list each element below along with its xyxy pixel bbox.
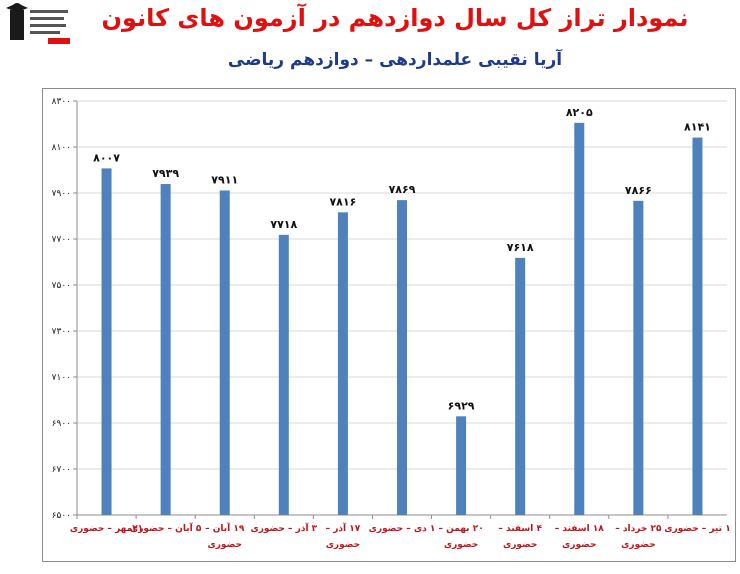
data-label: ۷۸۶۶: [625, 184, 652, 197]
x-tick-label: ۱۷ آذر –: [326, 522, 361, 534]
y-tick-label: ۷۵۰۰: [52, 281, 71, 291]
y-tick-label: ۸۳۰۰: [52, 97, 71, 107]
x-tick-label: ۱ دی – حضوری: [369, 524, 436, 534]
x-tick-label: ۱۹ آبان –: [205, 522, 245, 534]
data-label: ۷۹۳۹: [152, 167, 179, 180]
chart-frame: ۶۵۰۰ ۶۷۰۰ ۶۹۰۰ ۷۱۰۰ ۷۳۰۰ ۷۵۰۰ ۷۷۰۰ ۷۹۰۰ ۸۱۰۰ ۸۳۰۰…: [42, 88, 736, 562]
x-tick-label: ۱۸ اسفند –: [555, 524, 605, 534]
bar: [633, 200, 644, 515]
x-tick-label: حضوری: [208, 540, 242, 550]
bar: [101, 168, 112, 515]
data-label: ۸۲۰۵: [566, 106, 593, 119]
x-tick-label: ۵ آبان – حضوری: [130, 522, 202, 534]
chart-subtitle: آریا نقیبی علمداردهی – دوازدهم ریاضی: [227, 50, 563, 70]
y-tick-label: ۷۹۰۰: [52, 189, 71, 199]
x-tick-label: حضوری: [621, 540, 655, 550]
y-tick-label: ۷۳۰۰: [52, 327, 71, 337]
bar: [456, 416, 467, 515]
bar: [278, 234, 289, 516]
data-label: ۸۱۴۱: [684, 121, 711, 134]
chart-title: نمودار تراز کل سال دوازدهم در آزمون های …: [101, 4, 689, 32]
bar: [574, 122, 585, 515]
data-label: ۷۸۱۶: [329, 195, 356, 208]
data-label: ۷۷۱۸: [270, 218, 297, 231]
bar: [692, 137, 703, 515]
x-tick-label: ۱ تیر – حضوری: [664, 524, 730, 534]
data-label: ۸۰۰۷: [93, 151, 120, 164]
bar: [160, 184, 171, 515]
x-tick-label: حضوری: [326, 540, 360, 550]
data-label: ۷۸۶۹: [389, 183, 416, 196]
bar: [515, 257, 526, 515]
bar: [397, 200, 407, 515]
y-tick-label: ۷۱۰۰: [52, 373, 71, 383]
y-tick-label: ۶۹۰۰: [52, 419, 71, 429]
y-tick-label: ۶۵۰۰: [52, 511, 71, 521]
x-tick-label: حضوری: [503, 540, 537, 550]
y-tick-label: ۸۱۰۰: [52, 143, 71, 153]
x-tick-label: حضوری: [562, 540, 596, 550]
x-tick-label: ۳ آذر – حضوری: [250, 522, 317, 534]
y-tick-label: ۷۷۰۰: [52, 235, 71, 245]
x-tick-label: ۲۱مهر – حضوری: [70, 524, 143, 534]
data-label: ۷۶۱۸: [507, 241, 534, 254]
x-tick-label: ۴ اسفند –: [498, 524, 542, 534]
y-tick-label: ۶۷۰۰: [52, 465, 71, 475]
logo: [4, 2, 72, 46]
bar-chart: ۶۵۰۰ ۶۷۰۰ ۶۹۰۰ ۷۱۰۰ ۷۳۰۰ ۷۵۰۰ ۷۷۰۰ ۷۹۰۰ ۸۱۰۰ ۸۳۰۰…: [52, 97, 731, 550]
bar: [337, 212, 348, 515]
data-label: ۶۹۲۹: [448, 399, 475, 412]
x-tick-label: ۲۵ خرداد –: [615, 524, 662, 534]
x-tick-label: حضوری: [444, 540, 478, 550]
bar: [219, 190, 230, 515]
x-tick-label: ۲۰ بهمن –: [438, 524, 483, 534]
data-label: ۷۹۱۱: [211, 173, 238, 186]
